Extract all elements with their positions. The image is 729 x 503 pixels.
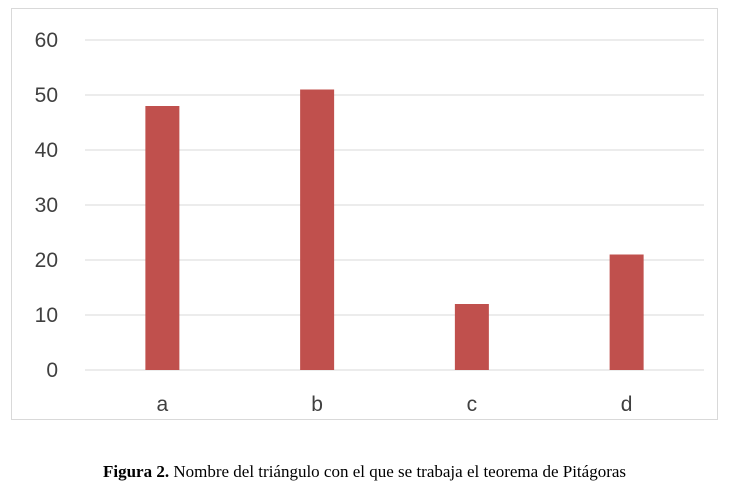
x-tick-label: b <box>311 393 323 416</box>
y-tick-label: 60 <box>35 29 58 52</box>
x-tick-label: d <box>621 393 633 416</box>
chart-frame <box>11 8 718 420</box>
x-tick-label: c <box>467 393 478 416</box>
bar-b <box>300 89 335 370</box>
figure-caption-text: Nombre del triángulo con el que se traba… <box>169 462 627 481</box>
y-tick-label: 10 <box>35 304 58 327</box>
figure-label: Figura 2. <box>102 462 170 481</box>
bar-c <box>454 304 489 370</box>
gridlines <box>85 39 704 371</box>
bars <box>145 89 644 370</box>
x-axis-ticks: a b c d <box>157 393 633 416</box>
y-tick-label: 20 <box>35 249 58 272</box>
bar-chart: 0 10 20 30 40 50 60 a b c d <box>35 29 704 416</box>
bar-d <box>609 254 644 370</box>
y-axis-ticks: 0 10 20 30 40 50 60 <box>35 29 58 382</box>
bar-a <box>145 106 180 370</box>
figure-caption: Figura 2. Nombre del triángulo con el qu… <box>0 462 729 482</box>
y-tick-label: 50 <box>35 84 58 107</box>
x-tick-label: a <box>157 393 169 416</box>
y-tick-label: 0 <box>46 359 58 382</box>
y-tick-label: 40 <box>35 139 58 162</box>
y-tick-label: 30 <box>35 194 58 217</box>
